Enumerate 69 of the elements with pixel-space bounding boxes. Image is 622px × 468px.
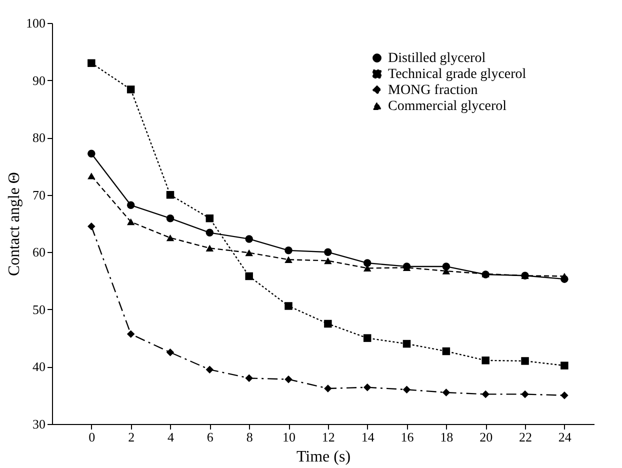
point bbox=[363, 259, 372, 267]
x-tick-label: 8 bbox=[246, 430, 253, 444]
point bbox=[88, 172, 96, 180]
point bbox=[324, 248, 332, 256]
point bbox=[126, 86, 135, 94]
point bbox=[363, 383, 372, 392]
x-tick-label: 22 bbox=[519, 430, 532, 444]
legend-label: Distilled glycerol bbox=[388, 51, 486, 66]
point bbox=[206, 228, 214, 237]
point bbox=[88, 59, 96, 67]
point bbox=[245, 235, 253, 243]
point bbox=[284, 256, 292, 263]
x-tick-label: 4 bbox=[168, 430, 175, 444]
point bbox=[206, 214, 214, 222]
legend-label: Commercial glycerol bbox=[388, 99, 507, 114]
point bbox=[442, 262, 450, 270]
point bbox=[245, 249, 253, 256]
legend-label: Technical grade glycerol bbox=[388, 67, 526, 82]
point bbox=[363, 334, 372, 342]
x-tick-label: 6 bbox=[206, 430, 214, 444]
y-axis-title: Contact angle Θ bbox=[6, 172, 23, 276]
point bbox=[166, 348, 174, 356]
point bbox=[126, 330, 135, 338]
y-tick-label: 80 bbox=[32, 130, 46, 146]
x-axis-title: Time (s) bbox=[296, 448, 351, 466]
x-tick-label: 18 bbox=[440, 430, 454, 444]
point bbox=[284, 302, 292, 310]
point bbox=[442, 388, 450, 396]
x-tick-label: 12 bbox=[322, 430, 335, 444]
point bbox=[284, 246, 292, 254]
point bbox=[402, 340, 411, 348]
point bbox=[166, 190, 174, 199]
point bbox=[166, 234, 174, 242]
x-tick-label: 24 bbox=[558, 430, 572, 444]
point bbox=[88, 222, 96, 230]
point bbox=[324, 257, 332, 264]
point bbox=[166, 214, 174, 222]
x-tick-label: 14 bbox=[361, 430, 375, 444]
point bbox=[560, 391, 568, 400]
point bbox=[402, 386, 411, 394]
x-tick-label: 2 bbox=[128, 430, 135, 444]
point bbox=[126, 201, 135, 210]
y-tick-label: 90 bbox=[32, 72, 46, 88]
x-tick-label: 0 bbox=[88, 430, 96, 444]
y-tick-label: 40 bbox=[32, 359, 46, 374]
point bbox=[442, 347, 450, 356]
legend-label: MONG fraction bbox=[388, 83, 478, 98]
point bbox=[482, 390, 490, 398]
y-tick-label: 70 bbox=[32, 187, 46, 202]
point bbox=[521, 357, 529, 365]
point bbox=[126, 218, 135, 226]
x-tick-label: 20 bbox=[480, 430, 493, 444]
x-tick-label: 10 bbox=[282, 430, 296, 444]
y-tick-label: 30 bbox=[32, 416, 46, 432]
y-tick-label: 100 bbox=[26, 16, 46, 30]
point bbox=[206, 366, 214, 374]
point bbox=[88, 150, 96, 158]
point bbox=[560, 362, 568, 370]
point bbox=[284, 375, 292, 384]
point bbox=[324, 384, 332, 392]
point bbox=[324, 320, 332, 328]
x-tick-label: 16 bbox=[400, 430, 414, 444]
y-tick-label: 50 bbox=[32, 302, 46, 317]
y-tick-label: 60 bbox=[32, 244, 46, 260]
point bbox=[206, 244, 214, 252]
point bbox=[245, 272, 253, 280]
point bbox=[245, 374, 253, 382]
point bbox=[482, 356, 490, 364]
point bbox=[521, 390, 529, 398]
